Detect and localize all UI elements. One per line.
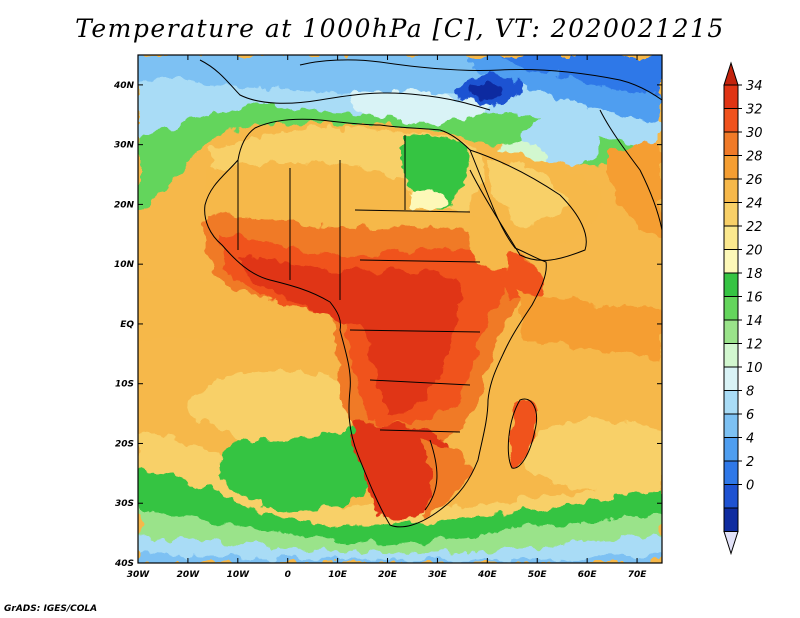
colorbar-label: 0: [746, 479, 754, 494]
colorbar-swatch: [723, 272, 739, 297]
plot-frame: [137, 54, 663, 564]
colorbar-swatch: [723, 437, 739, 462]
colorbar-label: 20: [746, 244, 763, 259]
colorbar-label: 10: [746, 361, 763, 376]
lon-tick-label: 10W: [227, 570, 251, 580]
colorbar-swatch: [723, 319, 739, 344]
footer-credit: GrADS: IGES/COLA: [4, 604, 98, 614]
lat-tick-label: 20N: [114, 200, 135, 210]
temperature-field: [138, 55, 662, 563]
colorbar-label: 8: [746, 385, 754, 400]
lat-tick-label: 30S: [115, 499, 134, 509]
colorbar-label: 26: [746, 173, 763, 188]
colorbar-label: 34: [746, 79, 763, 94]
lon-tick-label: 30W: [127, 570, 151, 580]
map-title: Temperature at 1000hPa [C], VT: 20200212…: [75, 14, 725, 43]
colorbar-under-arrow: [723, 531, 739, 556]
colorbar-label: 6: [746, 408, 754, 423]
colorbar-label: 24: [746, 197, 763, 212]
colorbar-label: 12: [746, 338, 763, 353]
lat-tick-label: 40N: [113, 81, 135, 91]
lon-tick-label: 50E: [528, 570, 548, 580]
colorbar-label: 16: [746, 291, 763, 306]
longitude-axis: 30W 20W 10W 0 10E 20E 30E 40E 50E 60E 70E: [127, 55, 647, 580]
colorbar-label: 32: [746, 103, 763, 118]
colorbar-swatch: [723, 131, 739, 156]
latitude-axis: 40N 30N 20N 10N EQ 10S 20S 30S 40S: [113, 81, 662, 569]
lon-tick-label: 40E: [477, 570, 498, 580]
lat-tick-label: 20S: [115, 439, 134, 449]
lon-tick-label: 30E: [428, 570, 448, 580]
lat-tick-label: 40S: [114, 559, 134, 569]
lon-tick-label: 70E: [628, 570, 648, 580]
colorbar-swatch: [723, 249, 739, 274]
lat-tick-label: 10S: [115, 380, 134, 390]
colorbar-swatch: [723, 202, 739, 227]
colorbar-label: 14: [746, 314, 763, 329]
lon-tick-label: 10E: [328, 570, 348, 580]
lon-tick-label: 0: [285, 570, 291, 580]
colorbar-label: 28: [746, 150, 763, 165]
colorbar-swatch: [723, 390, 739, 415]
colorbar-swatch: [723, 366, 739, 391]
lon-tick-label: 20W: [177, 570, 201, 580]
colorbar-swatch: [723, 484, 739, 509]
colorbar-swatch: [723, 460, 739, 485]
colorbar-swatch: [723, 296, 739, 321]
colorbar-swatch: [723, 343, 739, 368]
colorbar-swatch: [723, 155, 739, 180]
colorbar-swatch: [723, 84, 739, 109]
colorbar-swatch: [723, 108, 739, 133]
colorbar-swatch: [723, 178, 739, 203]
lat-tick-label: EQ: [120, 320, 134, 330]
lat-tick-label: 30N: [114, 141, 135, 151]
colorbar-label: 4: [746, 432, 754, 447]
colorbar-label: 22: [746, 220, 763, 235]
lat-tick-label: 10N: [114, 260, 135, 270]
lon-tick-label: 60E: [578, 570, 598, 580]
lon-tick-label: 20E: [378, 570, 398, 580]
colorbar-over-arrow: [723, 61, 739, 86]
colorbar-label: 2: [746, 455, 754, 470]
colorbar-swatch: [723, 413, 739, 438]
colorbar-label: 18: [746, 267, 763, 282]
coastlines: [199, 59, 662, 528]
colorbar-label: 30: [746, 126, 763, 141]
colorbar-swatch: [723, 225, 739, 250]
colorbar-swatch: [723, 507, 739, 532]
